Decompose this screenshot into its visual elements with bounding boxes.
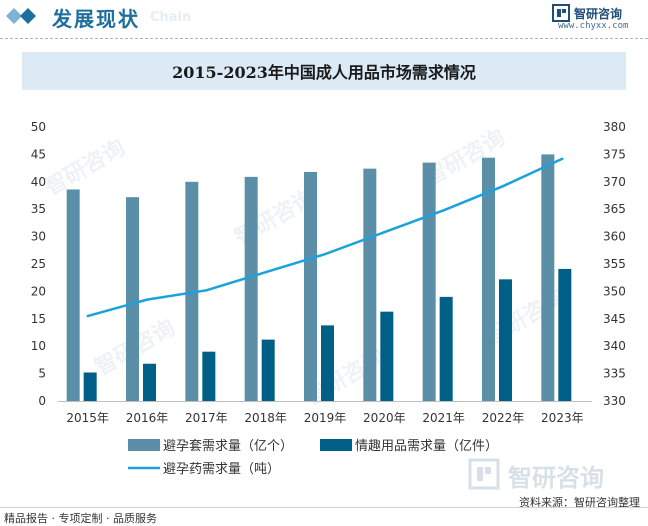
section-title: 发展现状 [52, 7, 140, 31]
y-right-tick-label: 380 [603, 120, 626, 134]
bar-condom-demand [422, 162, 436, 401]
y-left-tick-label: 20 [31, 284, 46, 298]
y-left-tick-label: 30 [31, 230, 46, 244]
y-right-tick-label: 365 [603, 202, 626, 216]
footer-tagline: 精品报告 · 专项定制 · 品质服务 [4, 512, 157, 525]
x-tick-label: 2022年 [482, 411, 525, 425]
legend-label-condom: 避孕套需求量（亿个） [163, 438, 293, 454]
bar-condom-demand [244, 176, 258, 401]
section-ghost-text: Chain [150, 10, 192, 25]
line-pill-point [501, 184, 505, 188]
bar-condom-demand [541, 154, 555, 401]
y-right-tick-label: 355 [603, 257, 626, 271]
chart-title-box: 2015-2023年中国成人用品市场需求情况 [22, 52, 626, 90]
y-left-tick-label: 5 [38, 367, 46, 381]
bar-adult-products-demand [202, 351, 216, 401]
line-pill-point [264, 271, 267, 274]
y-left-tick-label: 35 [31, 202, 46, 216]
logo-mark-icon [468, 458, 500, 490]
line-pill-point [561, 157, 564, 160]
source-note: 资料来源：智研咨询整理 [519, 496, 640, 509]
legend-label-pill: 避孕药需求量（吨） [163, 462, 280, 477]
legend-label-adult-products: 情趣用品需求量（亿件） [355, 439, 498, 454]
brand-site: www.chyxx.com [558, 21, 629, 31]
legend-swatch-condom [128, 439, 160, 451]
y-right-tick-label: 340 [603, 339, 626, 353]
line-pill-point [86, 314, 89, 318]
x-tick-label: 2017年 [185, 411, 228, 425]
bar-adult-products-demand [499, 279, 512, 401]
x-tick-label: 2020年 [363, 411, 406, 425]
watermark-logo: 智研咨询 [468, 454, 638, 494]
bar-condom-demand [126, 197, 139, 401]
y-left-tick-label: 10 [31, 339, 46, 353]
x-tick-label: 2018年 [244, 411, 287, 425]
bar-adult-products-demand [439, 296, 453, 401]
bar-adult-products-demand [83, 372, 97, 401]
bar-condom-demand [66, 189, 80, 401]
bar-condom-demand [482, 157, 495, 401]
x-tick-label: 2021年 [422, 411, 465, 425]
y-right-tick-label: 360 [603, 230, 626, 244]
y-left-tick-label: 45 [31, 147, 46, 161]
bar-adult-products-demand [321, 325, 334, 401]
bar-adult-products-demand [143, 363, 156, 401]
bar-condom-demand [363, 168, 377, 401]
y-right-tick-label: 370 [603, 175, 626, 189]
y-left-tick-label: 40 [31, 175, 46, 189]
x-tick-label: 2019年 [304, 411, 347, 425]
logo-mark-icon [552, 4, 570, 22]
line-pill-point [145, 298, 149, 301]
watermark-logo-text: 智研咨询 [508, 464, 604, 492]
y-left-tick-label: 0 [38, 394, 46, 408]
x-tick-label: 2016年 [126, 411, 169, 425]
line-pill-point [323, 252, 327, 256]
bar-adult-products-demand [380, 311, 394, 401]
footer-bar: 精品报告 · 专项定制 · 品质服务 [0, 507, 648, 526]
header-divider [0, 38, 648, 39]
bar-adult-products-demand [558, 268, 572, 401]
line-pill-point [442, 209, 445, 212]
y-right-tick-label: 345 [603, 312, 626, 326]
line-pill-point [383, 231, 386, 234]
brand-name: 智研咨询 [574, 7, 623, 21]
y-right-tick-label: 350 [603, 284, 626, 298]
header-bar: 发展现状 Chain 智研咨询 www.chyxx.com [0, 0, 648, 32]
y-left-tick-label: 15 [31, 312, 46, 326]
brand-logo: 智研咨询 www.chyxx.com [552, 4, 642, 34]
bar-adult-products-demand [261, 339, 275, 401]
bar-condom-demand [304, 171, 317, 401]
y-left-tick-label: 50 [31, 120, 46, 134]
line-pill-point [205, 289, 208, 292]
chart-title: 2015-2023年中国成人用品市场需求情况 [172, 63, 476, 82]
y-right-tick-label: 335 [603, 367, 626, 381]
legend-swatch-adult-products [320, 439, 352, 451]
combo-chart: 0 5 10 15 20 25 30 35 40 45 50 330 335 340 345 350 355 36… [31, 120, 626, 477]
x-tick-label: 2023年 [541, 411, 584, 425]
x-tick-label: 2015年 [66, 411, 109, 425]
diamond-bullets-icon [6, 8, 36, 24]
y-right-tick-label: 375 [603, 147, 626, 161]
y-right-tick-label: 330 [603, 394, 626, 408]
y-left-tick-label: 25 [31, 257, 46, 271]
